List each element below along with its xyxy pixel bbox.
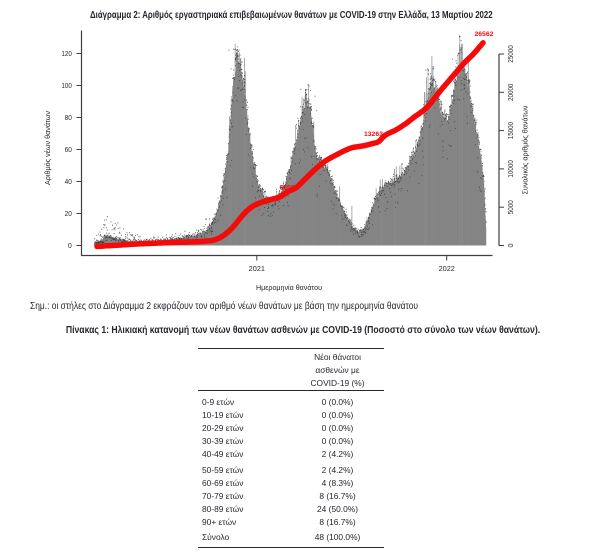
svg-text:20: 20 [65,211,72,218]
svg-text:15000: 15000 [506,122,515,139]
svg-text:100: 100 [61,83,71,90]
svg-text:Ημερομηνία θανάτου: Ημερομηνία θανάτου [256,283,322,292]
svg-text:2021: 2021 [249,264,265,273]
svg-text:25000: 25000 [506,45,515,62]
svg-text:5000: 5000 [506,200,515,214]
svg-text:0: 0 [68,243,72,250]
svg-text:13263: 13263 [364,131,383,138]
svg-text:80: 80 [65,115,72,122]
svg-text:120: 120 [61,51,71,58]
svg-text:40: 40 [65,179,72,186]
svg-text:26562: 26562 [475,31,494,38]
svg-text:Αριθμός νέων θανάτων: Αριθμός νέων θανάτων [43,111,52,185]
svg-text:Συνολικός αριθμός θανάτων: Συνολικός αριθμός θανάτων [521,105,530,194]
svg-text:20000: 20000 [506,84,515,101]
svg-text:0: 0 [506,244,515,248]
svg-text:10000: 10000 [506,160,515,177]
svg-text:2022: 2022 [439,264,455,273]
svg-text:6650: 6650 [280,184,295,191]
svg-text:60: 60 [65,147,72,154]
